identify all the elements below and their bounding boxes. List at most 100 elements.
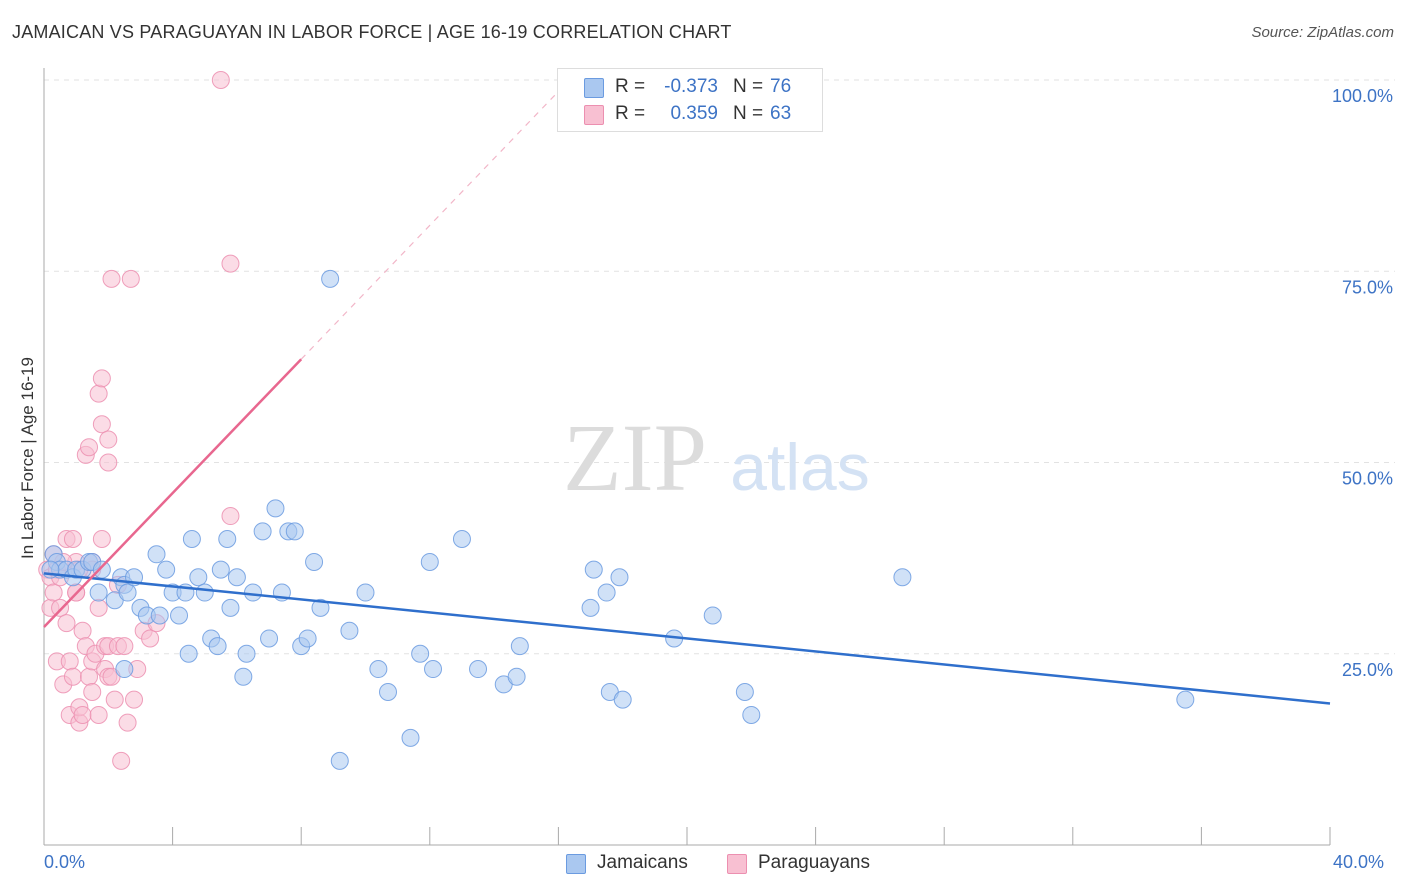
legend-row-paraguayans: R = 0.359 N = 63: [558, 102, 822, 128]
paraguayans-point: [211, 71, 230, 89]
jamaicans-point: [92, 560, 111, 579]
jamaicans-point: [147, 545, 166, 564]
jamaicans-point: [507, 667, 526, 686]
jamaicans-point: [89, 583, 108, 602]
paraguayans-point: [105, 690, 124, 709]
jamaicans-point: [170, 606, 189, 625]
legend-n-label: N =: [733, 103, 764, 124]
jamaicans-point: [189, 568, 208, 587]
jamaicans-point: [234, 667, 253, 686]
paraguayans-point: [121, 269, 140, 288]
jamaicans-point: [469, 660, 488, 679]
jamaicans-point: [157, 560, 176, 579]
paraguayans-point: [51, 598, 70, 617]
axes: [43, 68, 1331, 846]
watermark-atlas: atlas: [730, 430, 869, 504]
jamaicans-point: [243, 583, 262, 602]
jamaicans-point: [581, 598, 600, 617]
jamaicans-point: [208, 637, 227, 656]
paraguayans-point: [80, 438, 99, 457]
legend-swatch-paraguayans: [727, 854, 747, 874]
chart-title: JAMAICAN VS PARAGUAYAN IN LABOR FORCE | …: [12, 22, 732, 42]
paraguayans-point: [118, 713, 137, 732]
legend-n-value: 63: [770, 103, 792, 124]
jamaicans-point: [401, 728, 420, 747]
source-credit: Source: ZipAtlas.com: [1251, 24, 1394, 41]
paraguayans-point: [92, 530, 111, 548]
jamaicans-point: [411, 644, 430, 663]
paraguayans-point: [63, 667, 82, 686]
watermark-zip: ZIP: [563, 404, 707, 511]
jamaicans-point: [311, 598, 330, 617]
legend-r-label: R =: [615, 103, 646, 124]
paraguayans-trend-line-extension: [300, 91, 559, 360]
paraguayans-points: [38, 71, 240, 770]
jamaicans-point: [510, 637, 529, 656]
legend-swatch-jamaicans: [584, 78, 604, 98]
jamaicans-point: [452, 530, 471, 548]
gridlines: [44, 79, 1395, 655]
jamaicans-point: [584, 560, 603, 579]
jamaicans-point: [285, 522, 304, 541]
jamaicans-point: [266, 499, 285, 518]
watermark: ZIP atlas: [563, 404, 870, 511]
y-tick-label-100: 100.0%: [1332, 86, 1393, 106]
jamaicans-point: [211, 560, 230, 579]
jamaicans-point: [237, 644, 256, 663]
jamaicans-point: [1176, 690, 1195, 709]
jamaicans-point: [703, 606, 722, 625]
paraguayans-point: [102, 269, 121, 288]
correlation-legend: R = -0.373 N = 76 R = 0.359 N = 63: [557, 68, 823, 132]
paraguayans-point: [73, 621, 92, 640]
legend-n-label: N =: [733, 76, 764, 97]
paraguayans-point: [73, 705, 92, 724]
paraguayans-point: [80, 667, 99, 686]
paraguayans-point: [63, 530, 82, 548]
paraguayans-point: [89, 384, 108, 403]
paraguayans-point: [112, 751, 131, 770]
jamaicans-point: [321, 269, 340, 288]
x-tick-label-min: 0.0%: [44, 852, 86, 872]
jamaicans-point: [424, 660, 443, 679]
paraguayans-point: [115, 637, 134, 656]
paraguayans-point: [83, 683, 102, 701]
jamaicans-point: [298, 629, 317, 648]
trend-lines: [43, 91, 1331, 705]
jamaicans-point: [227, 568, 246, 587]
jamaicans-point: [356, 583, 375, 602]
legend-r-value: 0.359: [670, 103, 718, 124]
legend-swatch-jamaicans: [566, 854, 586, 874]
jamaicans-point: [369, 660, 388, 679]
paraguayans-point: [92, 415, 111, 434]
jamaicans-points: [41, 269, 1195, 770]
jamaicans-point: [150, 606, 169, 625]
jamaicans-point: [420, 552, 439, 571]
jamaicans-point: [742, 705, 761, 724]
paraguayans-point: [89, 705, 108, 724]
jamaicans-point: [253, 522, 272, 541]
paraguayans-point: [44, 583, 63, 602]
paraguayans-point: [57, 614, 76, 633]
jamaicans-point: [260, 629, 279, 648]
legend-label-jamaicans: Jamaicans: [597, 852, 688, 873]
paraguayans-point: [92, 369, 111, 388]
jamaicans-point: [610, 568, 629, 587]
paraguayans-point: [141, 629, 160, 648]
paraguayans-point: [89, 598, 108, 617]
legend-swatch-paraguayans: [584, 105, 604, 125]
paraguayans-point: [99, 453, 118, 472]
jamaicans-point: [735, 683, 754, 701]
jamaicans-point: [330, 751, 349, 770]
jamaicans-point: [115, 660, 134, 679]
jamaicans-point: [893, 568, 912, 587]
paraguayans-point: [221, 507, 240, 526]
jamaicans-point: [597, 583, 616, 602]
y-tick-label-75: 75.0%: [1342, 277, 1393, 297]
legend-r-label: R =: [615, 76, 646, 97]
jamaicans-trend-line: [43, 572, 1331, 705]
paraguayans-point: [99, 430, 118, 449]
y-tick-label-50: 50.0%: [1342, 469, 1393, 489]
x-tick-label-max: 40.0%: [1333, 852, 1385, 872]
jamaicans-point: [340, 621, 359, 640]
